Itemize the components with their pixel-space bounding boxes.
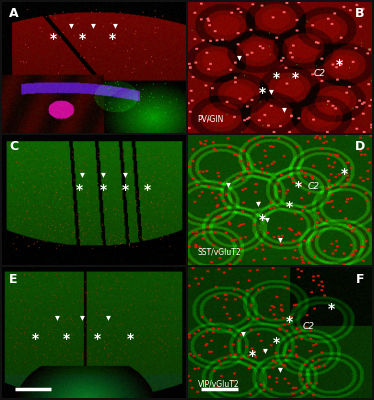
Text: PV/GIN: PV/GIN	[197, 114, 224, 124]
Text: ▾: ▾	[282, 104, 286, 114]
Text: B: B	[355, 7, 365, 20]
Text: *: *	[286, 200, 293, 214]
Text: F: F	[356, 272, 365, 286]
Text: *: *	[273, 71, 280, 85]
Text: ▾: ▾	[69, 20, 74, 30]
Text: *: *	[258, 86, 266, 100]
Text: ▾: ▾	[101, 169, 105, 179]
Text: SST/vGluT2: SST/vGluT2	[197, 247, 241, 256]
Text: ▾: ▾	[55, 312, 59, 322]
Text: A: A	[9, 7, 19, 20]
Text: *: *	[62, 332, 70, 346]
Text: D: D	[355, 140, 365, 153]
Text: ▾: ▾	[80, 312, 85, 322]
Text: *: *	[144, 182, 151, 196]
Text: *: *	[127, 332, 134, 346]
Text: *: *	[286, 315, 293, 329]
Text: *: *	[94, 332, 101, 346]
Text: C2: C2	[313, 69, 325, 78]
Text: VIP/vGluT2: VIP/vGluT2	[197, 380, 239, 389]
Text: ▾: ▾	[269, 86, 273, 96]
Text: C2: C2	[302, 322, 314, 331]
Text: ▾: ▾	[256, 198, 261, 208]
Text: ▾: ▾	[106, 312, 111, 322]
Text: *: *	[50, 32, 57, 46]
Text: *: *	[122, 182, 129, 196]
Text: ▾: ▾	[123, 169, 128, 179]
Text: *: *	[249, 349, 256, 363]
Text: *: *	[295, 180, 302, 194]
Text: *: *	[341, 167, 348, 181]
Text: *: *	[291, 71, 298, 85]
Text: ▾: ▾	[265, 215, 270, 225]
Text: ▾: ▾	[226, 179, 231, 189]
Text: ▾: ▾	[278, 364, 283, 374]
Text: ▾: ▾	[80, 169, 85, 179]
Text: *: *	[335, 58, 343, 72]
Text: *: *	[108, 32, 116, 46]
Text: *: *	[273, 336, 280, 350]
Text: ▾: ▾	[237, 52, 242, 62]
Text: *: *	[31, 332, 39, 346]
Text: *: *	[99, 182, 107, 196]
Text: C2: C2	[308, 182, 320, 192]
Text: ▾: ▾	[113, 20, 118, 30]
Text: ▾: ▾	[91, 20, 96, 30]
Text: ▾: ▾	[241, 328, 246, 338]
Text: E: E	[9, 272, 18, 286]
Text: *: *	[328, 302, 335, 316]
Text: C: C	[9, 140, 18, 153]
Text: *: *	[76, 182, 83, 196]
Text: ▾: ▾	[263, 345, 268, 355]
Text: *: *	[258, 213, 266, 227]
Text: *: *	[79, 32, 86, 46]
Text: ▾: ▾	[278, 234, 283, 244]
